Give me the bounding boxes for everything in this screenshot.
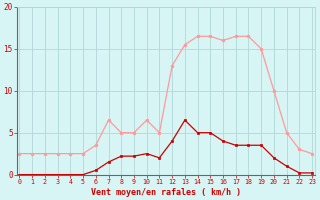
X-axis label: Vent moyen/en rafales ( km/h ): Vent moyen/en rafales ( km/h ) xyxy=(91,188,241,197)
